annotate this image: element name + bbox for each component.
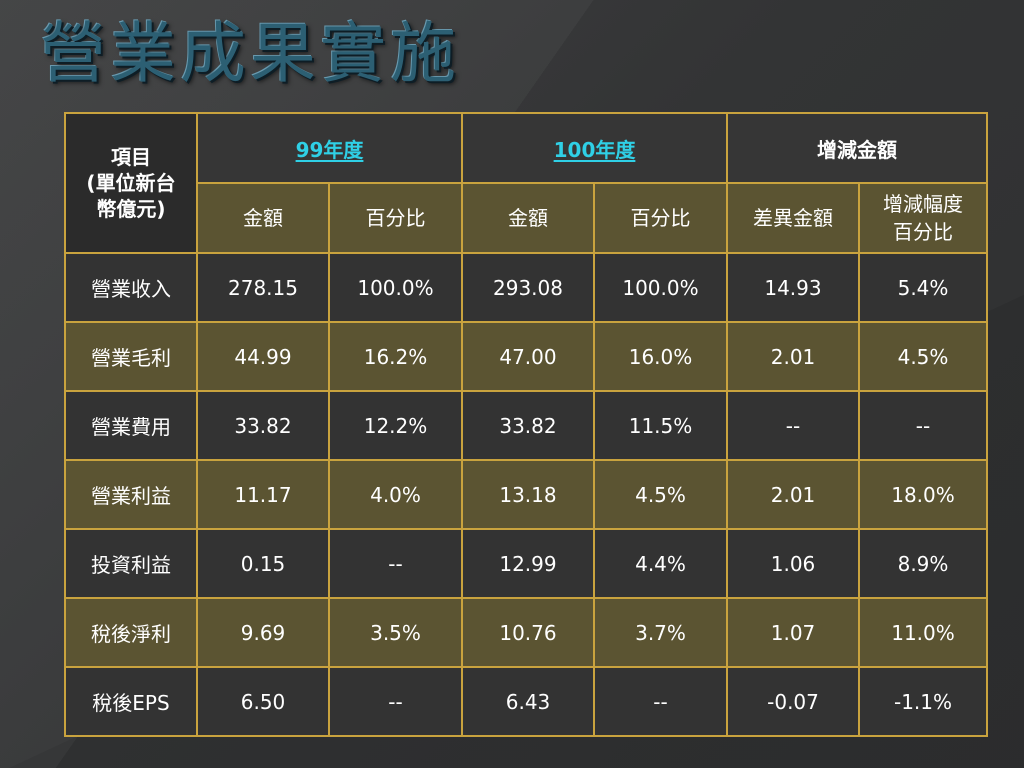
cell-change-percent: 5.4% — [858, 252, 988, 323]
col-100-amount: 金額 — [461, 182, 595, 254]
cell-100-amount: 12.99 — [461, 528, 595, 599]
cell-change-percent: -1.1% — [858, 666, 988, 737]
header-row-columns: 金額 百分比 金額 百分比 差異金額 增減幅度 百分比 — [65, 182, 988, 254]
cell-100-percent: 16.0% — [593, 321, 728, 392]
row-label: 營業毛利 — [64, 321, 198, 392]
row-label: 稅後EPS — [64, 666, 198, 737]
cell-100-amount: 13.18 — [461, 459, 595, 530]
cell-100-amount: 33.82 — [461, 390, 595, 461]
table-row: 營業收入 278.15 100.0% 293.08 100.0% 14.93 5… — [64, 252, 988, 323]
table-row: 稅後淨利 9.69 3.5% 10.76 3.7% 1.07 11.0% — [64, 597, 988, 668]
change-amount-header: 增減金額 — [726, 112, 988, 184]
cell-99-amount: 9.69 — [196, 597, 330, 668]
cell-100-amount: 293.08 — [461, 252, 595, 323]
cell-99-percent: -- — [328, 528, 463, 599]
header-row-years: 項目 (單位新台 幣億元) 99年度 100年度 增減金額 — [64, 112, 988, 254]
cell-diff-amount: 1.07 — [726, 597, 860, 668]
year-99-header[interactable]: 99年度 — [196, 112, 463, 184]
col-99-amount: 金額 — [196, 182, 330, 254]
cell-100-percent: -- — [593, 666, 728, 737]
table-row: 營業費用 33.82 12.2% 33.82 11.5% -- -- — [64, 390, 988, 461]
cell-diff-amount: 1.06 — [726, 528, 860, 599]
unit-header-line-1: (單位新台 — [86, 171, 176, 195]
cell-change-percent: 11.0% — [858, 597, 988, 668]
slide-title: 營業成果實施 — [40, 15, 460, 92]
cell-100-percent: 100.0% — [593, 252, 728, 323]
cell-100-amount: 47.00 — [461, 321, 595, 392]
cell-diff-amount: -0.07 — [726, 666, 860, 737]
cell-99-amount: 278.15 — [196, 252, 330, 323]
col-diff-amount: 差異金額 — [726, 182, 860, 254]
cell-99-percent: 16.2% — [328, 321, 463, 392]
table-row: 投資利益 0.15 -- 12.99 4.4% 1.06 8.9% — [64, 528, 988, 599]
cell-99-percent: 4.0% — [328, 459, 463, 530]
col-99-percent: 百分比 — [328, 182, 463, 254]
year-100-link[interactable]: 100年度 — [553, 137, 636, 162]
table-row: 營業毛利 44.99 16.2% 47.00 16.0% 2.01 4.5% — [64, 321, 988, 392]
row-label: 營業費用 — [64, 390, 198, 461]
col-100-percent: 百分比 — [593, 182, 728, 254]
unit-header-line-2: 幣億元) — [96, 197, 166, 221]
col-change-percent-line-1: 增減幅度 — [883, 192, 963, 216]
operating-results-table: 項目 (單位新台 幣億元) 99年度 100年度 增減金額 金額 百分比 金額 … — [64, 112, 988, 737]
cell-99-percent: 100.0% — [328, 252, 463, 323]
row-label: 投資利益 — [64, 528, 198, 599]
cell-99-percent: 12.2% — [328, 390, 463, 461]
cell-99-amount: 11.17 — [196, 459, 330, 530]
cell-99-amount: 6.50 — [196, 666, 330, 737]
row-label: 稅後淨利 — [64, 597, 198, 668]
cell-100-amount: 10.76 — [461, 597, 595, 668]
cell-100-amount: 6.43 — [461, 666, 595, 737]
cell-99-amount: 0.15 — [196, 528, 330, 599]
row-label: 營業利益 — [64, 459, 198, 530]
cell-change-percent: 4.5% — [858, 321, 988, 392]
cell-99-amount: 44.99 — [196, 321, 330, 392]
cell-99-percent: -- — [328, 666, 463, 737]
cell-change-percent: 8.9% — [858, 528, 988, 599]
cell-100-percent: 3.7% — [593, 597, 728, 668]
cell-100-percent: 11.5% — [593, 390, 728, 461]
cell-diff-amount: 2.01 — [726, 321, 860, 392]
row-label: 營業收入 — [64, 252, 198, 323]
table-row: 稅後EPS 6.50 -- 6.43 -- -0.07 -1.1% — [64, 666, 988, 737]
cell-diff-amount: -- — [726, 390, 860, 461]
col-change-percent-line-2: 百分比 — [893, 220, 953, 244]
cell-change-percent: -- — [858, 390, 988, 461]
cell-99-amount: 33.82 — [196, 390, 330, 461]
cell-diff-amount: 2.01 — [726, 459, 860, 530]
cell-diff-amount: 14.93 — [726, 252, 860, 323]
item-header-line: 項目 — [111, 145, 151, 169]
cell-99-percent: 3.5% — [328, 597, 463, 668]
year-99-link[interactable]: 99年度 — [295, 137, 364, 162]
col-change-percent: 增減幅度 百分比 — [858, 182, 988, 254]
cell-100-percent: 4.4% — [593, 528, 728, 599]
item-unit-header: 項目 (單位新台 幣億元) — [64, 112, 198, 254]
cell-change-percent: 18.0% — [858, 459, 988, 530]
cell-100-percent: 4.5% — [593, 459, 728, 530]
year-100-header[interactable]: 100年度 — [461, 112, 728, 184]
table-row: 營業利益 11.17 4.0% 13.18 4.5% 2.01 18.0% — [64, 459, 988, 530]
